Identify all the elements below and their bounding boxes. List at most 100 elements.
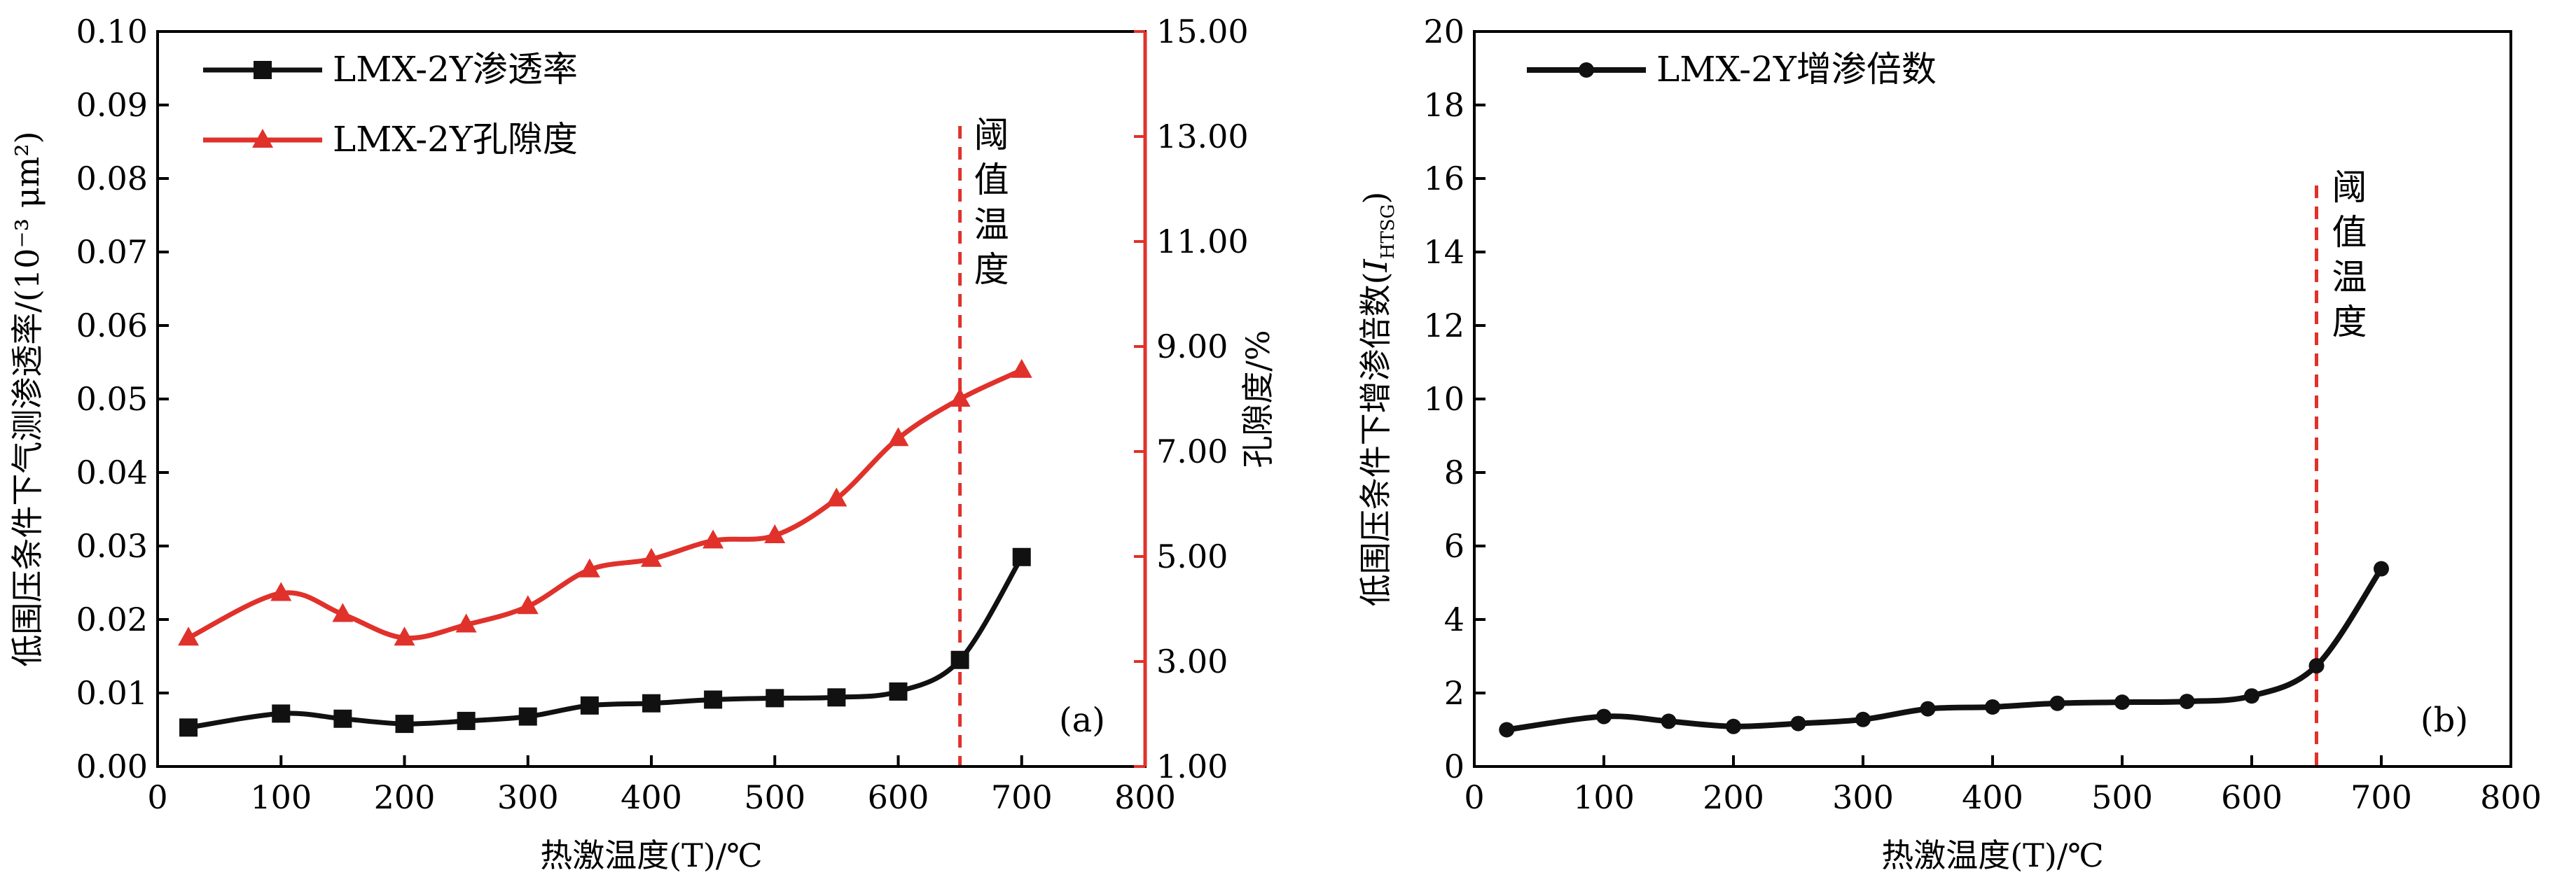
data-point [455, 613, 477, 633]
panel-a-y-right-ticks: 1.00 3.00 5.00 7.00 9.00 11.00 13.00 15.00 [1134, 13, 1249, 785]
data-point [1726, 718, 1741, 734]
data-point [2179, 694, 2195, 710]
data-point [1920, 701, 1936, 717]
y-tick-label: 0.07 [76, 233, 148, 271]
y-tick-label: 3.00 [1156, 643, 1228, 680]
data-point [950, 650, 969, 669]
series-line [1506, 567, 2384, 733]
data-point [764, 524, 786, 543]
y-tick-label: 13.00 [1156, 118, 1249, 155]
x-tick-label: 500 [2091, 778, 2153, 816]
y-tick-label: 2 [1444, 674, 1464, 712]
y-tick-label: 7.00 [1156, 433, 1228, 470]
data-point [889, 682, 908, 701]
y-tick-label: 0.09 [76, 86, 148, 124]
data-point [2049, 695, 2065, 711]
x-tick-label: 300 [497, 778, 559, 816]
legend-label: LMX-2Y增渗倍数 [1656, 49, 1937, 90]
x-tick-label: 0 [1464, 778, 1484, 816]
y-tick-label: 9.00 [1156, 328, 1228, 365]
y-tick-label: 4 [1444, 601, 1464, 638]
panel-b-y-ticks: 0 2 4 6 8 10 12 14 16 18 20 [1423, 13, 1486, 785]
data-point [826, 487, 847, 507]
panel-a-threshold-label: 阈值温度 [974, 115, 1009, 290]
data-point [827, 688, 846, 707]
panel-b-y-axis-label-main: 低围压条件下增渗倍数( [1357, 272, 1394, 606]
data-point [580, 696, 599, 715]
x-tick-label: 200 [374, 778, 436, 816]
legend-marker [254, 61, 272, 79]
x-tick-label: 400 [1962, 778, 2023, 816]
y-tick-label: 15.00 [1156, 13, 1249, 50]
x-tick-label: 500 [744, 778, 805, 816]
y-tick-label: 5.00 [1156, 538, 1228, 575]
data-point [949, 388, 971, 407]
x-tick-label: 100 [250, 778, 312, 816]
y-tick-label: 0.10 [76, 13, 148, 50]
panel-b-legend: LMX-2Y增渗倍数 [1527, 49, 1937, 90]
chart-panel-b: 0 100 200 300 400 500 600 700 800 0 2 4 6 8 10 12 14 16 1… [1357, 13, 2542, 874]
data-point [333, 709, 352, 728]
data-point [2114, 694, 2130, 710]
panel-a-y-left-axis-label: 低围压条件下气测渗透率/(10⁻³ μm²) [8, 131, 46, 666]
panel-b-y-axis-label-end: ) [1357, 192, 1394, 204]
panel-a-x-ticks: 0 100 200 300 400 500 600 700 800 [147, 755, 1176, 816]
x-tick-label: 0 [147, 778, 167, 816]
chart-panel-a: 0 100 200 300 400 500 600 700 800 0.000.010.020.… [8, 13, 1277, 874]
x-tick-label: 100 [1573, 778, 1635, 816]
series-line [187, 368, 1023, 641]
data-point [178, 626, 200, 646]
y-tick-label: 0.02 [76, 601, 148, 638]
y-tick-label: 0.01 [76, 674, 148, 712]
y-tick-label: 0.04 [76, 454, 148, 491]
legend-marker [1579, 62, 1594, 78]
data-point [641, 547, 662, 567]
data-point [272, 704, 291, 723]
data-point [518, 707, 537, 726]
panel-b-y-axis-label-sub: HTSG [1378, 204, 1399, 260]
y-tick-label: 14 [1423, 233, 1464, 271]
panel-b-marks [1499, 186, 2389, 766]
panel-a-y-right-axis-label: 孔隙度/% [1239, 330, 1277, 468]
y-tick-label: 0.03 [76, 527, 148, 565]
x-tick-label: 200 [1703, 778, 1764, 816]
y-tick-label: 11.00 [1156, 223, 1249, 260]
x-tick-label: 400 [621, 778, 682, 816]
y-tick-label: 8 [1444, 454, 1464, 491]
data-point [1661, 713, 1677, 729]
panel-a-legend: LMX-2Y渗透率 LMX-2Y孔隙度 [203, 49, 578, 160]
panel-b-label: (b) [2421, 701, 2468, 740]
panel-b-x-ticks: 0 100 200 300 400 500 600 700 800 [1464, 755, 2542, 816]
data-point [179, 718, 198, 737]
data-point [766, 689, 784, 708]
y-tick-label: 0.06 [76, 307, 148, 344]
legend-label: LMX-2Y孔隙度 [333, 119, 578, 160]
y-tick-label: 10 [1423, 380, 1464, 418]
y-tick-label: 0.00 [76, 748, 148, 785]
data-point [2374, 561, 2389, 577]
y-tick-label: 16 [1423, 160, 1464, 197]
panel-a-x-axis-label: 热激温度(T)/℃ [540, 836, 763, 874]
data-point [1790, 715, 1806, 732]
panel-b-plot-frame [1473, 30, 2512, 768]
x-tick-label: 700 [2350, 778, 2412, 816]
data-point [702, 529, 724, 549]
x-tick-label: 300 [1832, 778, 1894, 816]
data-point [704, 690, 723, 709]
legend-marker [252, 129, 273, 148]
data-point [395, 715, 414, 734]
data-point [887, 427, 909, 447]
y-tick-label: 0.05 [76, 380, 148, 418]
data-point [1012, 547, 1031, 566]
x-tick-label: 700 [991, 778, 1053, 816]
panel-b-y-axis-label: 低围压条件下增渗倍数(IHTSG) [1357, 192, 1399, 607]
data-point [579, 558, 600, 578]
panel-b-y-axis-label-italic: I [1357, 258, 1394, 272]
data-point [332, 603, 354, 622]
data-point [1596, 708, 1612, 724]
series-line [188, 556, 1024, 730]
y-tick-label: 6 [1444, 527, 1464, 565]
data-point [2244, 688, 2259, 704]
x-tick-label: 800 [1114, 778, 1176, 816]
